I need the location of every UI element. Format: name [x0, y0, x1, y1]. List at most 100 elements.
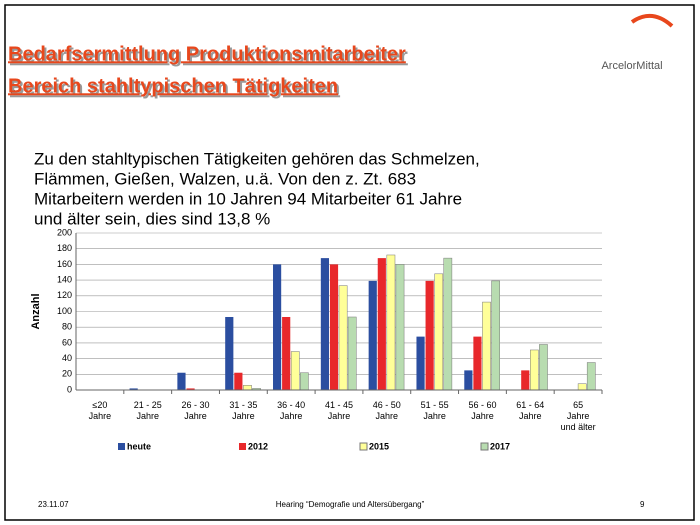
bullet-text: Flämmen, Gießen, Walzen, u.ä. Von den z.… [34, 169, 416, 188]
bar [482, 301, 491, 391]
x-tick-label-line: 41 - 45 [325, 400, 353, 410]
x-tick-label-line: ≤20 [92, 400, 107, 410]
bullet-text: Mitarbeitern werden in 10 Jahren 94 Mita… [34, 189, 462, 208]
title-shadow: Bereich stahltypischen Tätigkeiten [10, 77, 340, 99]
x-tick-label-line: 46 - 50 [373, 400, 401, 410]
bar [425, 280, 434, 390]
bar [464, 370, 473, 390]
x-tick-label: 61 - 64 Jahre [516, 400, 544, 421]
bar [368, 280, 377, 390]
bar [234, 372, 243, 390]
title: Bedarfsermittlung Produktionsmitarbeiter [8, 43, 406, 65]
bar [177, 372, 186, 390]
x-tick-label-line: 26 - 30 [182, 400, 210, 410]
bar [416, 336, 425, 390]
x-tick-label-line: Jahre [184, 411, 207, 421]
bullet-text: und älter sein, dies sind 13,8 % [34, 209, 270, 228]
bar [577, 383, 587, 391]
title: Bereich stahltypischen Tätigkeiten [8, 75, 338, 97]
x-tick-label: 26 - 30 Jahre [182, 400, 210, 421]
x-tick-label-line: 31 - 35 [229, 400, 257, 410]
x-tick-label-line: Jahre [280, 411, 303, 421]
footer-center: Hearing “Demografie und Altersübergang” [276, 500, 425, 509]
bar [434, 273, 444, 391]
bar [539, 344, 548, 391]
x-tick-label-line: Jahre [232, 411, 255, 421]
x-tick-label-line: Jahre [328, 411, 351, 421]
bar [521, 370, 530, 390]
y-tick-label: 160 [57, 259, 72, 269]
bar [338, 285, 348, 391]
bar [443, 257, 453, 391]
bar [186, 388, 195, 390]
legend-label: 2012 [248, 441, 268, 451]
y-tick-label: 80 [62, 322, 72, 332]
bullet-dot: • [10, 82, 16, 101]
x-tick-label-line: Jahre [567, 411, 590, 421]
bar [347, 316, 357, 391]
y-tick-label: 60 [62, 337, 72, 347]
x-tick-label: 21 - 25 Jahre [134, 400, 162, 421]
title-shadow: Bedarfsermittlung Produktionsmitarbeiter [10, 45, 408, 67]
bar [377, 258, 386, 390]
x-tick-label: 46 - 50 Jahre [373, 400, 401, 421]
y-tick-label: 140 [57, 274, 72, 284]
legend-label: heute [127, 441, 151, 451]
y-tick-label: 40 [62, 353, 72, 363]
legend-swatch [480, 442, 489, 451]
legend-label: 2015 [369, 441, 389, 451]
x-tick-label: 56 - 60 Jahre [468, 400, 496, 421]
x-tick-label-line: 21 - 25 [134, 400, 162, 410]
bar [300, 372, 309, 391]
legend-swatch [359, 442, 368, 451]
bar [386, 254, 396, 391]
bar [491, 280, 500, 391]
y-tick-label: 180 [57, 243, 72, 253]
bullet-text: Zu den stahltypischen Tätigkeiten gehöre… [34, 149, 480, 168]
x-tick-label-line: Jahre [423, 411, 446, 421]
bar [243, 385, 252, 391]
footer-date: 23.11.07 [38, 500, 69, 509]
legend-label: 2017 [490, 441, 510, 451]
x-tick-label-line: und älter [561, 422, 596, 432]
x-tick-label-line: 51 - 55 [421, 400, 449, 410]
y-tick-label: 20 [62, 369, 72, 379]
logo: ArcelorMittal [601, 60, 662, 72]
footer-page: 9 [640, 500, 645, 509]
bar [329, 264, 339, 390]
x-tick-label-line: Jahre [89, 411, 112, 421]
logo-arc [630, 14, 674, 28]
y-tick-label: 200 [57, 227, 72, 237]
x-tick-label: 31 - 35 Jahre [229, 400, 257, 421]
x-tick-label: ≤20 Jahre [89, 400, 112, 421]
bar [129, 388, 138, 390]
y-tick-label: 120 [57, 290, 72, 300]
bar [273, 264, 282, 390]
x-tick-label-line: Jahre [471, 411, 494, 421]
x-tick-label: 36 - 40 Jahre [277, 400, 305, 421]
x-tick-label-line: 36 - 40 [277, 400, 305, 410]
legend-swatch [239, 443, 246, 450]
bar [290, 351, 300, 391]
bar [282, 316, 291, 390]
y-axis-title: Anzahl [30, 293, 42, 329]
x-tick-label-line: Jahre [136, 411, 159, 421]
x-tick-label-line: Jahre [376, 411, 399, 421]
bar [586, 362, 596, 391]
x-tick-label: 41 - 45 Jahre [325, 400, 353, 421]
y-tick-label: 0 [67, 384, 72, 394]
y-tick-label: 100 [57, 306, 72, 316]
bar [225, 316, 234, 390]
bar [530, 349, 539, 391]
x-tick-label: 51 - 55 Jahre [421, 400, 449, 421]
slide-frame [4, 4, 695, 521]
bar [395, 264, 405, 391]
x-tick-label-line: 65 [573, 400, 583, 410]
x-tick-label-line: 61 - 64 [516, 400, 544, 410]
x-tick-label-line: Jahre [519, 411, 542, 421]
legend-swatch [118, 443, 125, 450]
bar [473, 336, 482, 390]
bar [320, 258, 330, 390]
x-tick-label-line: 56 - 60 [468, 400, 496, 410]
